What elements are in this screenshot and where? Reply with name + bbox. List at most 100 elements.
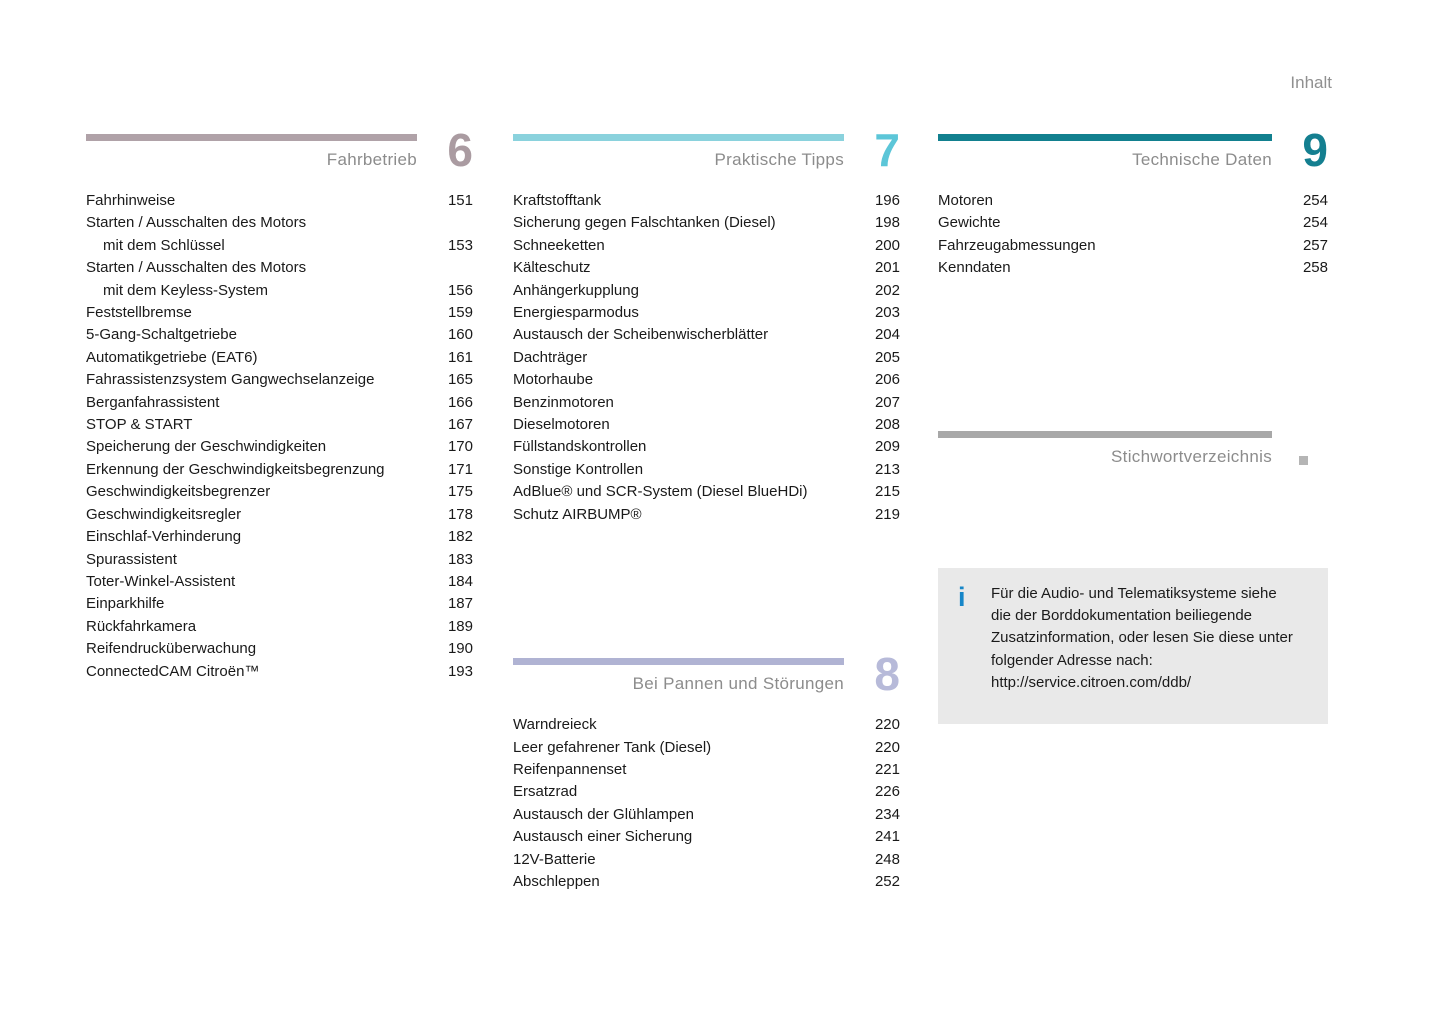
toc-item-page: 178 (447, 505, 473, 523)
toc-item-label: Motorhaube (513, 371, 594, 389)
toc-item[interactable]: Ersatzrad 226 (513, 781, 900, 803)
toc-item-page: 151 (447, 192, 473, 209)
toc-item[interactable]: Einschlaf-Verhinderung 182 (86, 526, 473, 548)
toc-list-praktische-tipps: Kraftstofftank 196 Sicherung gegen Falscht… (513, 190, 900, 526)
section-number: 9 (1302, 124, 1328, 176)
toc-item[interactable]: Schneeketten 200 (513, 235, 900, 257)
toc-item[interactable]: Starten / Ausschalten des Motors mit dem … (86, 212, 473, 257)
section-pannen: Bei Pannen und Störungen 8 Warndreieck 22… (513, 651, 900, 893)
section-header-fahrbetrieb: Fahrbetrieb 6 (86, 127, 473, 173)
toc-item[interactable]: Toter-Winkel-Assistent 184 (86, 571, 473, 593)
toc-item-page: 182 (447, 528, 473, 546)
section-stichwortverzeichnis: Stichwortverzeichnis (938, 430, 1328, 467)
section-title[interactable]: Stichwortverzeichnis (1111, 446, 1272, 466)
toc-item[interactable]: Fahrzeugabmessungen 257 (938, 235, 1328, 257)
toc-item[interactable]: Kraftstofftank 196 (513, 190, 900, 212)
toc-item[interactable]: Kenndaten 258 (938, 257, 1328, 279)
toc-item[interactable]: Sicherung gegen Falschtanken (Diesel) 198 (513, 212, 900, 234)
toc-item-label: Fahrhinweise (86, 192, 176, 209)
toc-item-label: Einschlaf-Verhinderung (86, 528, 242, 546)
toc-item[interactable]: Einparkhilfe 187 (86, 593, 473, 615)
toc-item-page: 153 (447, 236, 473, 254)
toc-item-page: 201 (874, 259, 900, 277)
toc-item[interactable]: Fahrassistenzsystem Gangwechselanzeige 16… (86, 369, 473, 391)
toc-item[interactable]: Automatikgetriebe (EAT6) 161 (86, 347, 473, 369)
toc-item[interactable]: Sonstige Kontrollen 213 (513, 459, 900, 481)
toc-item[interactable]: 12V-Batterie 248 (513, 849, 900, 871)
toc-item[interactable]: Spurassistent 183 (86, 549, 473, 571)
toc-item-page: 254 (1302, 192, 1328, 209)
toc-item[interactable]: Fahrhinweise 151 (86, 190, 473, 212)
toc-item-label: Austausch der Glühlampen (513, 805, 694, 823)
column-3: Technische Daten 9 Motoren 254 Gewichte 254… (938, 127, 1328, 893)
section-title: Technische Daten (1132, 150, 1272, 169)
section-number: 7 (874, 124, 900, 176)
toc-item-label: Leer gefahrener Tank (Diesel) (513, 738, 712, 756)
toc-list-pannen: Warndreieck 220 Leer gefahrener Tank (Dies… (513, 714, 900, 893)
toc-item[interactable]: Berganfahrassistent 166 (86, 392, 473, 414)
toc-item-label: Spurassistent (86, 550, 177, 568)
toc-item-label: Dieselmotoren (513, 416, 610, 434)
toc-item[interactable]: Benzinmotoren 207 (513, 392, 900, 414)
toc-item-page: 208 (874, 416, 900, 434)
toc-item[interactable]: Dieselmotoren 208 (513, 414, 900, 436)
toc-item[interactable]: Füllstandskontrollen 209 (513, 436, 900, 458)
toc-item-page: 175 (447, 483, 473, 501)
toc-item-label: Anhängerkupplung (513, 281, 639, 299)
toc-item[interactable]: Geschwindigkeitsregler 178 (86, 504, 473, 526)
toc-item[interactable]: Reifendrucküberwachung 190 (86, 638, 473, 660)
toc-item[interactable]: Motoren 254 (938, 190, 1328, 212)
toc-item[interactable]: Starten / Ausschalten des Motors mit dem … (86, 257, 473, 302)
toc-item[interactable]: Austausch der Scheibenwischerblätter 204 (513, 324, 900, 346)
toc-item-label: Fahrassistenzsystem Gangwechselanzeige (86, 371, 375, 389)
toc-item-label: Reifendrucküberwachung (86, 640, 257, 658)
toc-item[interactable]: ConnectedCAM Citroën™ 193 (86, 661, 473, 683)
toc-item[interactable]: Warndreieck 220 (513, 714, 900, 736)
toc-item-page: 193 (447, 662, 473, 680)
toc-item-label: Geschwindigkeitsregler (86, 505, 242, 523)
toc-item[interactable]: Anhängerkupplung 202 (513, 280, 900, 302)
info-icon: i (958, 581, 966, 612)
toc-item-label: Warndreieck (513, 716, 597, 734)
toc-item[interactable]: Abschleppen 252 (513, 871, 900, 893)
toc-item[interactable]: Rückfahrkamera 189 (86, 616, 473, 638)
toc-item[interactable]: Dachträger 205 (513, 347, 900, 369)
toc-item[interactable]: Motorhaube 206 (513, 369, 900, 391)
toc-item[interactable]: Austausch der Glühlampen 234 (513, 804, 900, 826)
toc-item[interactable]: 5-Gang-Schaltgetriebe 160 (86, 324, 473, 346)
toc-item[interactable]: Geschwindigkeitsbegrenzer 175 (86, 481, 473, 503)
toc-item-page: 190 (447, 640, 473, 658)
toc-item-label: Dachträger (513, 348, 588, 366)
toc-item-page: 241 (874, 828, 900, 846)
toc-item-label: Energiesparmodus (513, 304, 639, 322)
toc-item[interactable]: Leer gefahrener Tank (Diesel) 220 (513, 737, 900, 759)
toc-item[interactable]: Reifenpannenset 221 (513, 759, 900, 781)
toc-item-label: Automatikgetriebe (EAT6) (86, 348, 258, 366)
toc-item[interactable]: STOP & START 167 (86, 414, 473, 436)
toc-item[interactable]: Austausch einer Sicherung 241 (513, 826, 900, 848)
toc-item-page: 189 (447, 617, 473, 635)
toc-item-page: 258 (1302, 259, 1328, 277)
toc-item-label: Austausch der Scheibenwischerblätter (513, 326, 769, 344)
toc-item[interactable]: Schutz AIRBUMP® 219 (513, 504, 900, 526)
toc-item-label: Abschleppen (513, 872, 600, 890)
section-title: Fahrbetrieb (326, 150, 417, 169)
toc-item[interactable]: Gewichte 254 (938, 212, 1328, 234)
toc-item[interactable]: Speicherung der Geschwindigkeiten 170 (86, 436, 473, 458)
toc-item[interactable]: Feststellbremse 159 (86, 302, 473, 324)
toc-item-label: Schneeketten (513, 236, 605, 254)
toc-item[interactable]: Erkennung der Geschwindigkeitsbegrenzung… (86, 459, 473, 481)
toc-item-page: 161 (447, 348, 473, 366)
toc-item-page: 156 (447, 281, 473, 299)
toc-item-label: 12V-Batterie (513, 850, 596, 868)
toc-item-label: Starten / Ausschalten des Motors mit dem … (86, 214, 307, 254)
toc-item[interactable]: Kälteschutz 201 (513, 257, 900, 279)
toc-item-page: 196 (874, 192, 900, 209)
toc-item-label: 5-Gang-Schaltgetriebe (86, 326, 237, 344)
toc-item[interactable]: AdBlue® und SCR-System (Diesel BlueHDi) 2… (513, 481, 900, 503)
toc-item-label: Starten / Ausschalten des Motors mit dem … (86, 259, 307, 299)
toc-item[interactable]: Energiesparmodus 203 (513, 302, 900, 324)
toc-item-label: Gewichte (938, 214, 1001, 232)
toc-item-page: 226 (874, 783, 900, 801)
toc-item-page: 202 (874, 281, 900, 299)
